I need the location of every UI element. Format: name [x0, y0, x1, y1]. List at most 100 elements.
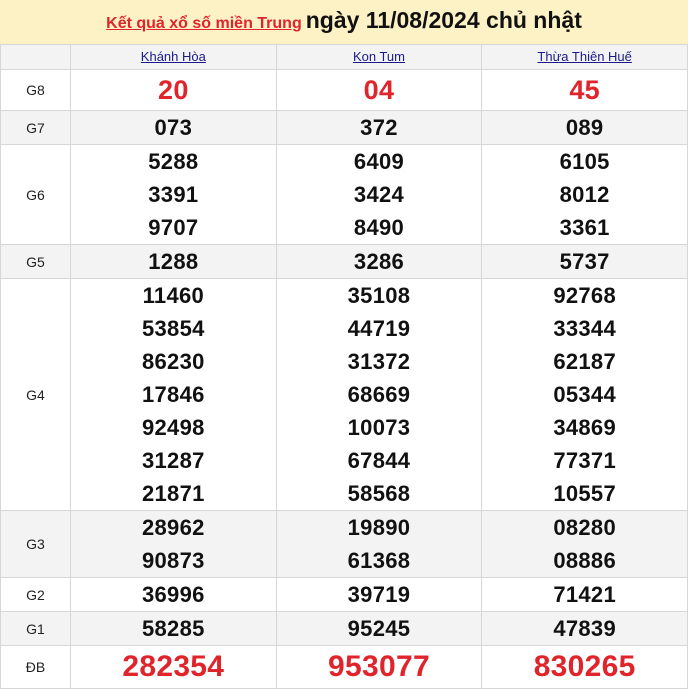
prize-number: 68669: [347, 382, 411, 407]
prize-number: 5288: [148, 149, 199, 174]
prize-number: 3424: [353, 182, 405, 207]
province-link[interactable]: Thừa Thiên Huế: [537, 49, 632, 64]
prize-number: 67844: [347, 448, 411, 473]
prize-number: 92498: [141, 415, 205, 440]
prize-label: G3: [0, 510, 71, 578]
prize-cell: 953077: [275, 645, 483, 689]
prize-row: G7 073 372 089: [0, 110, 688, 145]
results-table: Khánh Hòa Kon Tum Thừa Thiên Huế G8 20 04 4…: [0, 44, 688, 689]
prize-cell: 71421: [481, 577, 688, 612]
prize-number: 11460: [142, 283, 205, 308]
prize-row: G5 1288 3286 5737: [0, 244, 688, 279]
page-header: Kết quả xổ số miền Trung ngày 11/08/2024 …: [0, 0, 688, 44]
prize-cell: 35108 44719 31372 68669 10073 67844 58568: [275, 278, 483, 511]
prize-cell: 6409 3424 8490: [275, 144, 483, 245]
prize-cell: 830265: [481, 645, 688, 689]
prize-cell: 08280 08886: [481, 510, 688, 578]
prize-cell: 36996: [70, 577, 277, 612]
prize-number: 33344: [553, 316, 616, 341]
prize-cell: 073: [70, 110, 277, 145]
empty-header: [0, 44, 71, 70]
prize-cell: 95245: [275, 611, 483, 646]
prize-label: G6: [0, 144, 71, 245]
prize-cell: 282354: [70, 645, 277, 689]
prize-number: 5737: [559, 249, 610, 274]
province-link[interactable]: Kon Tum: [352, 49, 405, 64]
prize-number: 58285: [141, 616, 205, 641]
prize-number: 95245: [347, 616, 411, 641]
prize-number: 62187: [553, 349, 616, 374]
prize-number: 3361: [559, 215, 610, 240]
prize-cell: 11460 53854 86230 17846 92498 31287 21871: [70, 278, 277, 511]
prize-number: 31287: [141, 448, 205, 473]
prize-label: G5: [0, 244, 71, 279]
prize-number: 9707: [148, 215, 199, 240]
prize-row: G3 28962 90873 19890 61368 08280 08886: [0, 510, 688, 578]
prize-number: 34869: [553, 415, 616, 440]
prize-number: 47839: [553, 616, 616, 641]
prize-number: 05344: [553, 382, 616, 407]
prize-number: 45: [569, 75, 600, 105]
prize-cell: 28962 90873: [70, 510, 277, 578]
prize-number: 953077: [328, 650, 430, 683]
prize-label: G4: [0, 278, 71, 511]
prize-number: 35108: [347, 283, 411, 308]
prize-cell: 19890 61368: [275, 510, 483, 578]
prize-cell: 1288: [70, 244, 277, 279]
prize-cell: 372: [275, 110, 483, 145]
prize-row: G1 58285 95245 47839: [0, 611, 688, 646]
prize-number: 08280: [553, 515, 616, 540]
prize-row: ĐB 282354 953077 830265: [0, 645, 688, 689]
prize-number: 21871: [141, 481, 205, 506]
prize-number: 71421: [553, 582, 616, 607]
prize-number: 31372: [347, 349, 411, 374]
prize-label: G1: [0, 611, 71, 646]
prize-row: G4 11460 53854 86230 17846 92498 31287 21871 351…: [0, 278, 688, 511]
prize-number: 089: [565, 115, 604, 140]
prize-number: 17846: [141, 382, 205, 407]
prize-cell: 47839: [481, 611, 688, 646]
prize-cell: 6105 8012 3361: [481, 144, 688, 245]
prize-number: 39719: [347, 582, 411, 607]
prize-cell: 04: [275, 69, 483, 111]
prize-cell: 5288 3391 9707: [70, 144, 277, 245]
prize-label: G2: [0, 577, 71, 612]
prize-number: 282354: [122, 650, 225, 683]
prize-number: 53854: [141, 316, 205, 341]
prize-number: 3286: [353, 249, 405, 274]
prize-label: G8: [0, 69, 71, 111]
prize-number: 8490: [353, 215, 405, 240]
prize-number: 86230: [141, 349, 205, 374]
prize-number: 10073: [347, 415, 411, 440]
prize-number: 830265: [533, 650, 636, 683]
prize-number: 04: [363, 75, 395, 105]
prize-label: ĐB: [0, 645, 71, 689]
province-link[interactable]: Khánh Hòa: [140, 49, 206, 64]
prize-number: 44719: [347, 316, 411, 341]
prize-number: 372: [360, 115, 398, 140]
page-title: ngày 11/08/2024 chủ nhật: [305, 7, 582, 33]
prize-label: G7: [0, 110, 71, 145]
prize-number: 6105: [559, 149, 610, 174]
prize-cell: 5737: [481, 244, 688, 279]
prize-row: G8 20 04 45: [0, 69, 688, 111]
prize-number: 10557: [553, 481, 616, 506]
prize-number: 28962: [141, 515, 205, 540]
results-link[interactable]: Kết quả xổ số miền Trung: [106, 15, 302, 32]
prize-number: 58568: [347, 481, 411, 506]
prize-row: G6 5288 3391 9707 6409 3424 8490 6105 8012 3361: [0, 144, 688, 245]
prize-number: 19890: [347, 515, 411, 540]
prize-cell: 39719: [275, 577, 483, 612]
prize-number: 20: [158, 75, 189, 105]
province-header-row: Khánh Hòa Kon Tum Thừa Thiên Huế: [0, 44, 688, 70]
prize-number: 90873: [141, 548, 205, 573]
prize-number: 08886: [553, 548, 616, 573]
prize-number: 073: [154, 115, 193, 140]
prize-cell: 58285: [70, 611, 277, 646]
prize-cell: 20: [70, 69, 277, 111]
prize-cell: 089: [481, 110, 688, 145]
prize-row: G2 36996 39719 71421: [0, 577, 688, 612]
prize-number: 92768: [553, 283, 616, 308]
prize-number: 1288: [148, 249, 199, 274]
prize-number: 3391: [148, 182, 199, 207]
